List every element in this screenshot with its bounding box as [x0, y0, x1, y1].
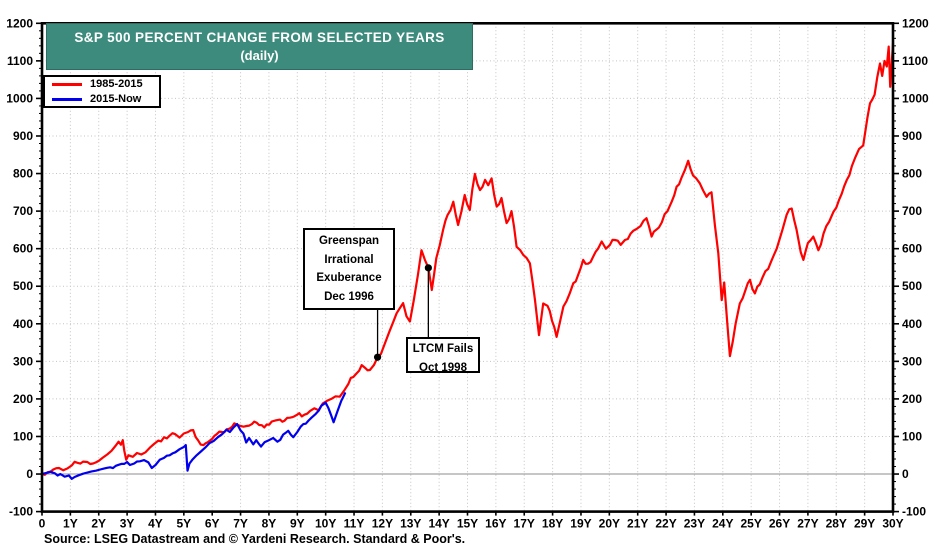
y-axis-tick-label-left: 500	[13, 279, 33, 293]
source-credit: Source: LSEG Datastream and © Yardeni Re…	[44, 532, 466, 546]
annotation-line: Dec 1996	[324, 290, 374, 303]
legend-label: 1985-2015	[90, 78, 143, 90]
y-axis-tick-label-right: 1200	[902, 16, 929, 30]
plot-frame	[40, 21, 895, 513]
x-axis-tick-label: 17Y	[514, 517, 535, 531]
chart-title: S&P 500 PERCENT CHANGE FROM SELECTED YEA…	[74, 30, 445, 45]
x-axis-tick-label: 18Y	[542, 517, 563, 531]
chart-subtitle: (daily)	[240, 48, 279, 63]
annotation-line: Greenspan	[318, 235, 380, 247]
y-axis-tick-label-right: 600	[902, 242, 922, 256]
legend-line-swatch-red	[52, 82, 82, 86]
series-line-1985-2015	[40, 42, 895, 476]
x-axis-tick-label: 4Y	[148, 517, 163, 531]
y-axis-tick-label-left: 1100	[7, 54, 33, 68]
legend-line-swatch-blue	[52, 97, 82, 101]
x-axis-tick-label: 15Y	[457, 517, 478, 531]
annotation-line: Oct 1998	[419, 361, 467, 374]
y-axis-tick-label-left: 900	[13, 129, 33, 143]
x-axis-tick-label: 8Y	[262, 517, 277, 531]
x-axis-tick-label: 27Y	[797, 517, 818, 531]
y-axis-tick-label-left: 300	[13, 354, 33, 368]
legend-label: 2015-Now	[90, 93, 142, 105]
x-axis-tick-label: 21Y	[627, 517, 648, 531]
y-axis-tick-label-right: 800	[902, 167, 922, 181]
y-axis-tick-label-right: 500	[902, 279, 922, 293]
annotation-line: Exuberance	[316, 272, 382, 285]
x-axis-tick-label: 9Y	[290, 517, 305, 531]
y-axis-tick-label-right: 700	[902, 204, 922, 218]
y-axis-tick-label-left: 200	[13, 392, 33, 406]
y-axis-tick-label-right: 0	[902, 467, 909, 481]
annotation-ltcm: LTCM Fails Oct 1998	[406, 337, 480, 374]
x-axis-tick-label: 30Y	[882, 517, 903, 531]
y-axis-tick-label-right: 400	[902, 317, 922, 331]
x-axis-tick-label: 13Y	[400, 517, 421, 531]
chart-title-banner: S&P 500 PERCENT CHANGE FROM SELECTED YEA…	[46, 23, 473, 70]
annotation-dot	[424, 264, 432, 272]
x-axis-tick-label: 11Y	[344, 517, 365, 531]
y-axis-tick-label-right: 200	[902, 392, 922, 406]
x-axis-tick-label: 0	[39, 517, 46, 531]
y-axis-tick-label-left: 100	[13, 429, 33, 443]
x-axis-tick-label: 1Y	[63, 517, 78, 531]
series-line-2015-now	[40, 392, 347, 480]
annotation-greenspan: Greenspan Irrational Exuberance Dec 1996	[303, 228, 395, 310]
annotation-dot	[373, 353, 382, 361]
annotation-line: Irrational	[324, 253, 374, 266]
x-axis-tick-label: 26Y	[769, 517, 790, 531]
y-axis-tick-label-left: 600	[13, 242, 33, 256]
legend-item: 1985-2015	[52, 78, 159, 90]
x-axis-tick-label: 29Y	[854, 517, 875, 531]
x-axis-tick-label: 12Y	[372, 517, 393, 531]
x-axis-tick-label: 25Y	[740, 517, 761, 531]
legend: 1985-2015 2015-Now	[43, 75, 161, 108]
y-axis-tick-label-right: -100	[902, 505, 926, 519]
y-axis-tick-label-left: 700	[13, 204, 33, 218]
y-axis-tick-label-right: 900	[902, 129, 922, 143]
x-axis-tick-label: 5Y	[176, 517, 191, 531]
x-axis-tick-label: 3Y	[120, 517, 135, 531]
x-axis-tick-label: 10Y	[315, 517, 336, 531]
y-axis-tick-label-left: 400	[13, 317, 33, 331]
x-axis-tick-label: 28Y	[826, 517, 847, 531]
y-axis-tick-label-right: 100	[902, 429, 922, 443]
x-axis-tick-label: 2Y	[91, 517, 106, 531]
y-axis-tick-label-right: 300	[902, 354, 922, 368]
x-axis-tick-label: 22Y	[655, 517, 676, 531]
y-axis-tick-label-left: 800	[13, 167, 33, 181]
y-axis-tick-label-left: -100	[9, 505, 33, 519]
annotation-line: LTCM Fails	[412, 343, 474, 355]
y-axis-tick-label-right: 1000	[902, 91, 929, 105]
x-axis-tick-label: 20Y	[599, 517, 620, 531]
x-axis-tick-label: 16Y	[485, 517, 506, 531]
x-axis-tick-label: 19Y	[570, 517, 591, 531]
x-axis-tick-label: 6Y	[205, 517, 220, 531]
y-axis-tick-label-left: 1200	[6, 16, 33, 30]
x-axis-tick-label: 7Y	[233, 517, 248, 531]
x-axis-tick-label: 24Y	[712, 517, 733, 531]
legend-item: 2015-Now	[52, 93, 159, 105]
y-axis-tick-label-left: 0	[26, 467, 33, 481]
x-axis-tick-label: 14Y	[428, 517, 449, 531]
x-axis-tick-label: 23Y	[684, 517, 705, 531]
y-axis-tick-label-left: 1000	[6, 91, 33, 105]
y-axis-tick-label-right: 1100	[902, 54, 928, 68]
